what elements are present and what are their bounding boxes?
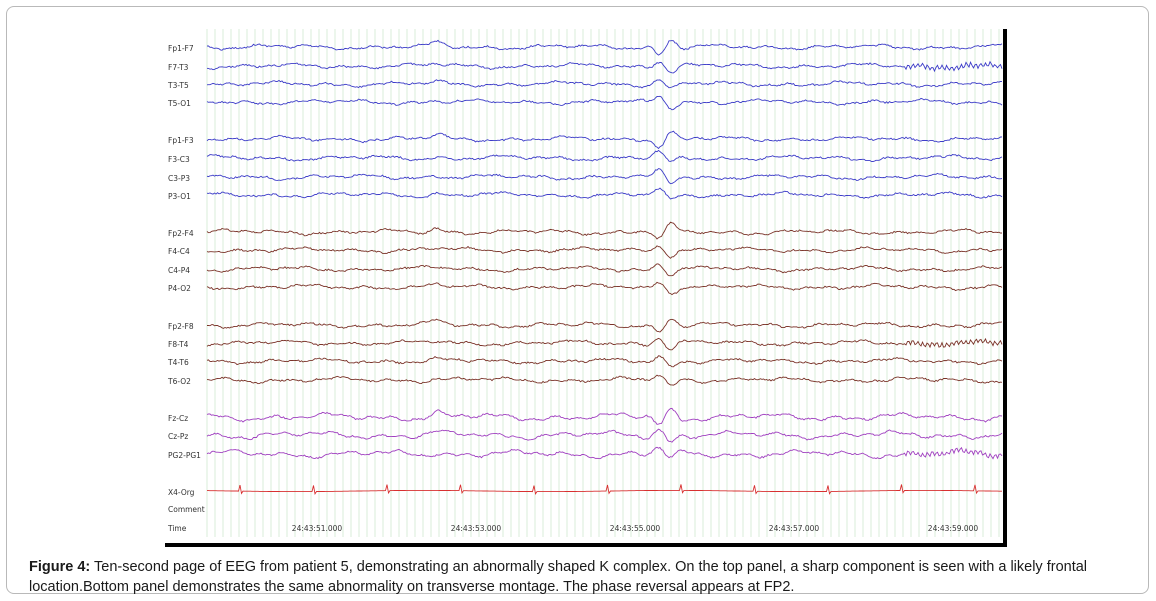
time-tick-label: 24:43:53.000 <box>451 524 502 533</box>
channel-label: Cz-Pz <box>168 432 188 441</box>
figure-caption: Figure 4: Ten-second page of EEG from pa… <box>29 557 1147 597</box>
time-label: Time <box>167 524 187 533</box>
channel-trace <box>206 221 1003 240</box>
channel-label: PG2-PG1 <box>168 451 201 460</box>
channel-label: T6-O2 <box>167 377 191 386</box>
eeg-bottom-border <box>165 543 1007 547</box>
eeg-right-border <box>1003 29 1007 547</box>
channel-trace <box>206 79 1003 89</box>
channel-label: T5-O1 <box>167 99 191 108</box>
channel-trace <box>206 337 1003 351</box>
caption-text: Ten-second page of EEG from patient 5, d… <box>29 559 1088 595</box>
channel-trace <box>206 245 1003 259</box>
eeg-plot: Fp1-F7 F7-T3 T3-T5 T5-O1 Fp1-F3 F3-C3 C3-P3 P3-… <box>165 29 1008 547</box>
eeg-recording: Fp1-F7 F7-T3 T3-T5 T5-O1 Fp1-F3 F3-C3 C3-P3 P3-… <box>165 29 1008 547</box>
channel-trace <box>206 60 1003 74</box>
channel-trace <box>207 39 1003 56</box>
channel-label: Fp2-F8 <box>168 322 194 331</box>
channel-label: Fp1-F3 <box>168 136 194 145</box>
channel-trace <box>206 263 1003 277</box>
channel-label: F7-T3 <box>168 63 189 72</box>
channel-label: C3-P3 <box>168 174 190 183</box>
channel-label: P3-O1 <box>168 192 191 201</box>
channel-trace <box>207 484 1002 495</box>
figure-frame: Fp1-F7 F7-T3 T3-T5 T5-O1 Fp1-F3 F3-C3 C3-P3 P3-… <box>6 6 1149 597</box>
channel-label: C4-P4 <box>168 266 190 275</box>
time-tick-label: 24:43:55.000 <box>610 524 661 533</box>
channel-trace <box>206 428 1003 443</box>
channel-label: T4-T6 <box>167 358 189 367</box>
channel-label: F8-T4 <box>168 340 189 349</box>
channel-label: Fz-Cz <box>168 414 188 423</box>
channel-trace <box>206 446 1003 460</box>
time-tick-label: 24:43:57.000 <box>769 524 820 533</box>
channel-trace <box>206 95 1003 111</box>
channel-label: F3-C3 <box>168 155 190 164</box>
channel-label: F4-C4 <box>168 247 190 256</box>
time-tick-label: 24:43:59.000 <box>928 524 979 533</box>
channel-label: X4-Org <box>168 488 195 497</box>
channel-label: Fp1-F7 <box>168 44 194 53</box>
channel-trace <box>206 187 1003 200</box>
comment-label: Comment <box>168 505 205 514</box>
caption-lead: Figure 4: <box>29 559 91 575</box>
channel-trace <box>206 281 1003 296</box>
channel-trace <box>206 130 1003 150</box>
channel-trace <box>206 149 1003 163</box>
channel-label: T3-T5 <box>167 81 189 90</box>
channel-trace <box>206 168 1003 185</box>
channel-trace <box>206 407 1003 425</box>
channel-trace <box>207 318 1003 333</box>
channel-label: Fp2-F4 <box>168 229 194 238</box>
channel-trace <box>206 355 1003 368</box>
eeg-background <box>165 29 1008 547</box>
channel-label: P4-O2 <box>168 284 191 293</box>
channel-trace <box>206 374 1003 386</box>
time-tick-label: 24:43:51.000 <box>292 524 343 533</box>
